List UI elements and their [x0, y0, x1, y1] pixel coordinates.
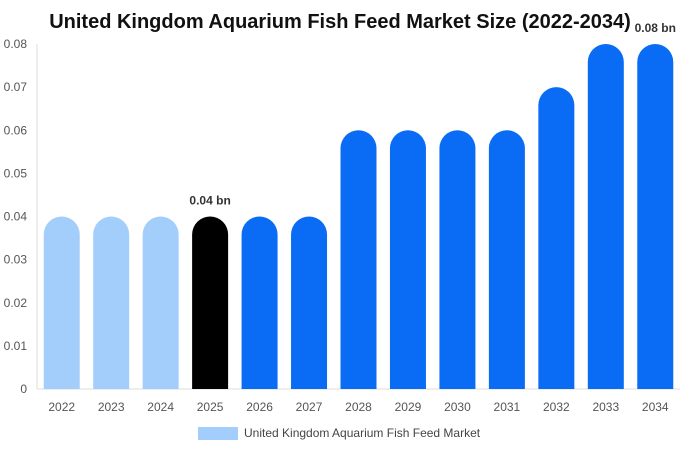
x-tick-label: 2030	[444, 400, 471, 414]
y-tick-label: 0.02	[4, 296, 28, 310]
bar-2029	[389, 130, 426, 390]
bar-2034	[637, 44, 674, 389]
y-axis-ticks: 0 0.01 0.02 0.03 0.04 0.05 0.06 0.07 0.08	[4, 37, 28, 396]
x-tick-label: 2025	[197, 400, 224, 414]
legend-label: United Kingdom Aquarium Fish Feed Market	[244, 426, 481, 440]
bar-2022	[43, 216, 80, 389]
x-tick-label: 2031	[494, 400, 521, 414]
x-tick-label: 2033	[592, 400, 619, 414]
bars	[43, 44, 674, 390]
bar-2027	[291, 216, 328, 389]
bar-2031	[488, 130, 525, 389]
bar-2028	[340, 130, 377, 390]
x-tick-label: 2023	[98, 400, 125, 414]
data-label: 0.08 bn	[635, 21, 676, 35]
bar-2030	[439, 130, 476, 390]
y-tick-label: 0.06	[4, 123, 28, 137]
y-tick-label: 0.04	[4, 210, 28, 224]
bar-2025	[192, 216, 229, 389]
chart-title: United Kingdom Aquarium Fish Feed Market…	[49, 11, 631, 33]
x-tick-label: 2032	[543, 400, 570, 414]
bar-2026	[241, 216, 278, 389]
x-tick-label: 2026	[246, 400, 273, 414]
x-tick-label: 2028	[345, 400, 372, 414]
data-label: 0.04 bn	[189, 194, 230, 208]
y-tick-label: 0.07	[4, 80, 28, 94]
y-tick-label: 0.08	[4, 37, 28, 51]
x-tick-label: 2029	[395, 400, 422, 414]
bar-2032	[538, 87, 575, 389]
legend-swatch	[198, 427, 238, 440]
x-tick-label: 2034	[642, 400, 669, 414]
bar-2023	[93, 216, 130, 389]
y-tick-label: 0.01	[4, 339, 28, 353]
x-tick-label: 2024	[147, 400, 174, 414]
x-tick-label: 2027	[296, 400, 323, 414]
y-tick-label: 0.03	[4, 253, 28, 267]
x-tick-label: 2022	[48, 400, 75, 414]
legend: United Kingdom Aquarium Fish Feed Market	[198, 426, 481, 440]
y-tick-label: 0.05	[4, 166, 28, 180]
bar-2024	[142, 216, 179, 389]
bar-2033	[587, 44, 624, 389]
data-labels: 0.04 bn 0.08 bn	[189, 21, 676, 208]
y-tick-label: 0	[20, 382, 27, 396]
x-axis-ticks: 2022 2023 2024 2025 2026 2027 2028 2029 2030 2031…	[48, 400, 669, 414]
